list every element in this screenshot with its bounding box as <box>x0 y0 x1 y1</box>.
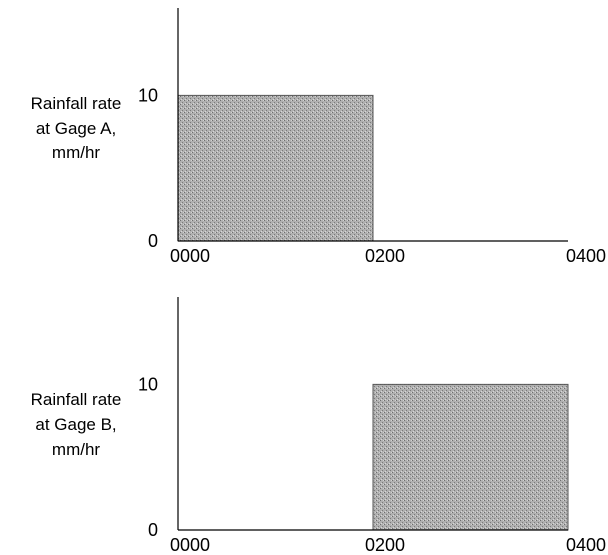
y-tick-label: 0 <box>148 231 158 251</box>
x-tick-label: 0400 <box>566 246 606 266</box>
rainfall-bar-0 <box>373 384 568 530</box>
x-tick-label: 0400 <box>566 535 606 555</box>
rainfall-bar-0 <box>178 95 373 241</box>
chart-panel-gage-b: 0 10 0000 0200 0400 Rainfall rate at Gage B, mm… <box>31 297 606 555</box>
y-axis-label-line: Rainfall rate <box>31 94 122 113</box>
y-axis-label-line: mm/hr <box>52 440 101 459</box>
x-tick-label: 0000 <box>170 246 210 266</box>
y-tick-label: 10 <box>138 374 158 394</box>
y-tick-label: 10 <box>138 85 158 105</box>
y-tick-label: 0 <box>148 520 158 540</box>
x-tick-label: 0200 <box>365 535 405 555</box>
y-axis-label-line: at Gage B, <box>35 415 116 434</box>
y-axis-label-line: Rainfall rate <box>31 390 122 409</box>
y-axis-label-line: at Gage A, <box>36 119 116 138</box>
chart-panel-gage-a: 0 10 0000 0200 0400 Rainfall rate at Gage A, mm… <box>31 8 606 266</box>
x-tick-label: 0200 <box>365 246 405 266</box>
x-tick-label: 0000 <box>170 535 210 555</box>
y-axis-label-line: mm/hr <box>52 143 101 162</box>
